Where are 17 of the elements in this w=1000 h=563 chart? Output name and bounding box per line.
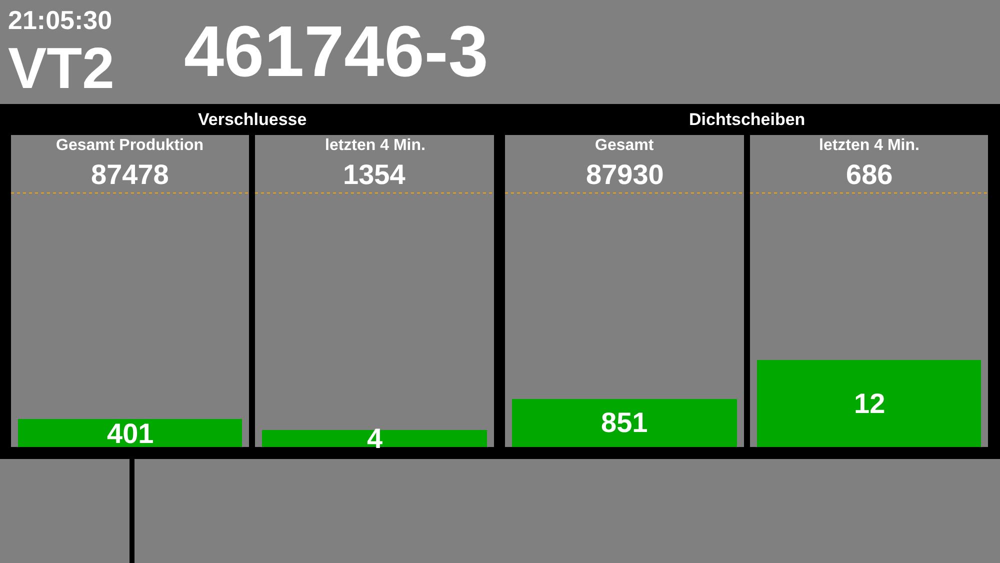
text: VT2 xyxy=(8,36,114,101)
data-label: 401 xyxy=(107,418,154,449)
chart-subtitle: 87478 xyxy=(91,159,169,190)
chart-subtitle: 1354 xyxy=(343,159,406,190)
text: 461746-3 xyxy=(184,12,488,92)
chart-title: letzten 4 Min. xyxy=(325,137,426,154)
data-label: 4 xyxy=(367,423,383,454)
text: Verschluesse xyxy=(198,110,307,129)
text: Dichtscheiben xyxy=(689,110,806,129)
chart-subtitle: 87930 xyxy=(586,159,664,190)
chart-title: Gesamt xyxy=(595,137,654,154)
chart-subtitle: 686 xyxy=(846,159,893,190)
chart-title: Gesamt Produktion xyxy=(56,137,204,154)
text: 21:05:30 xyxy=(8,5,112,35)
chart-title: letzten 4 Min. xyxy=(819,137,920,154)
data-label: 12 xyxy=(854,388,886,419)
data-label: 851 xyxy=(601,407,648,438)
